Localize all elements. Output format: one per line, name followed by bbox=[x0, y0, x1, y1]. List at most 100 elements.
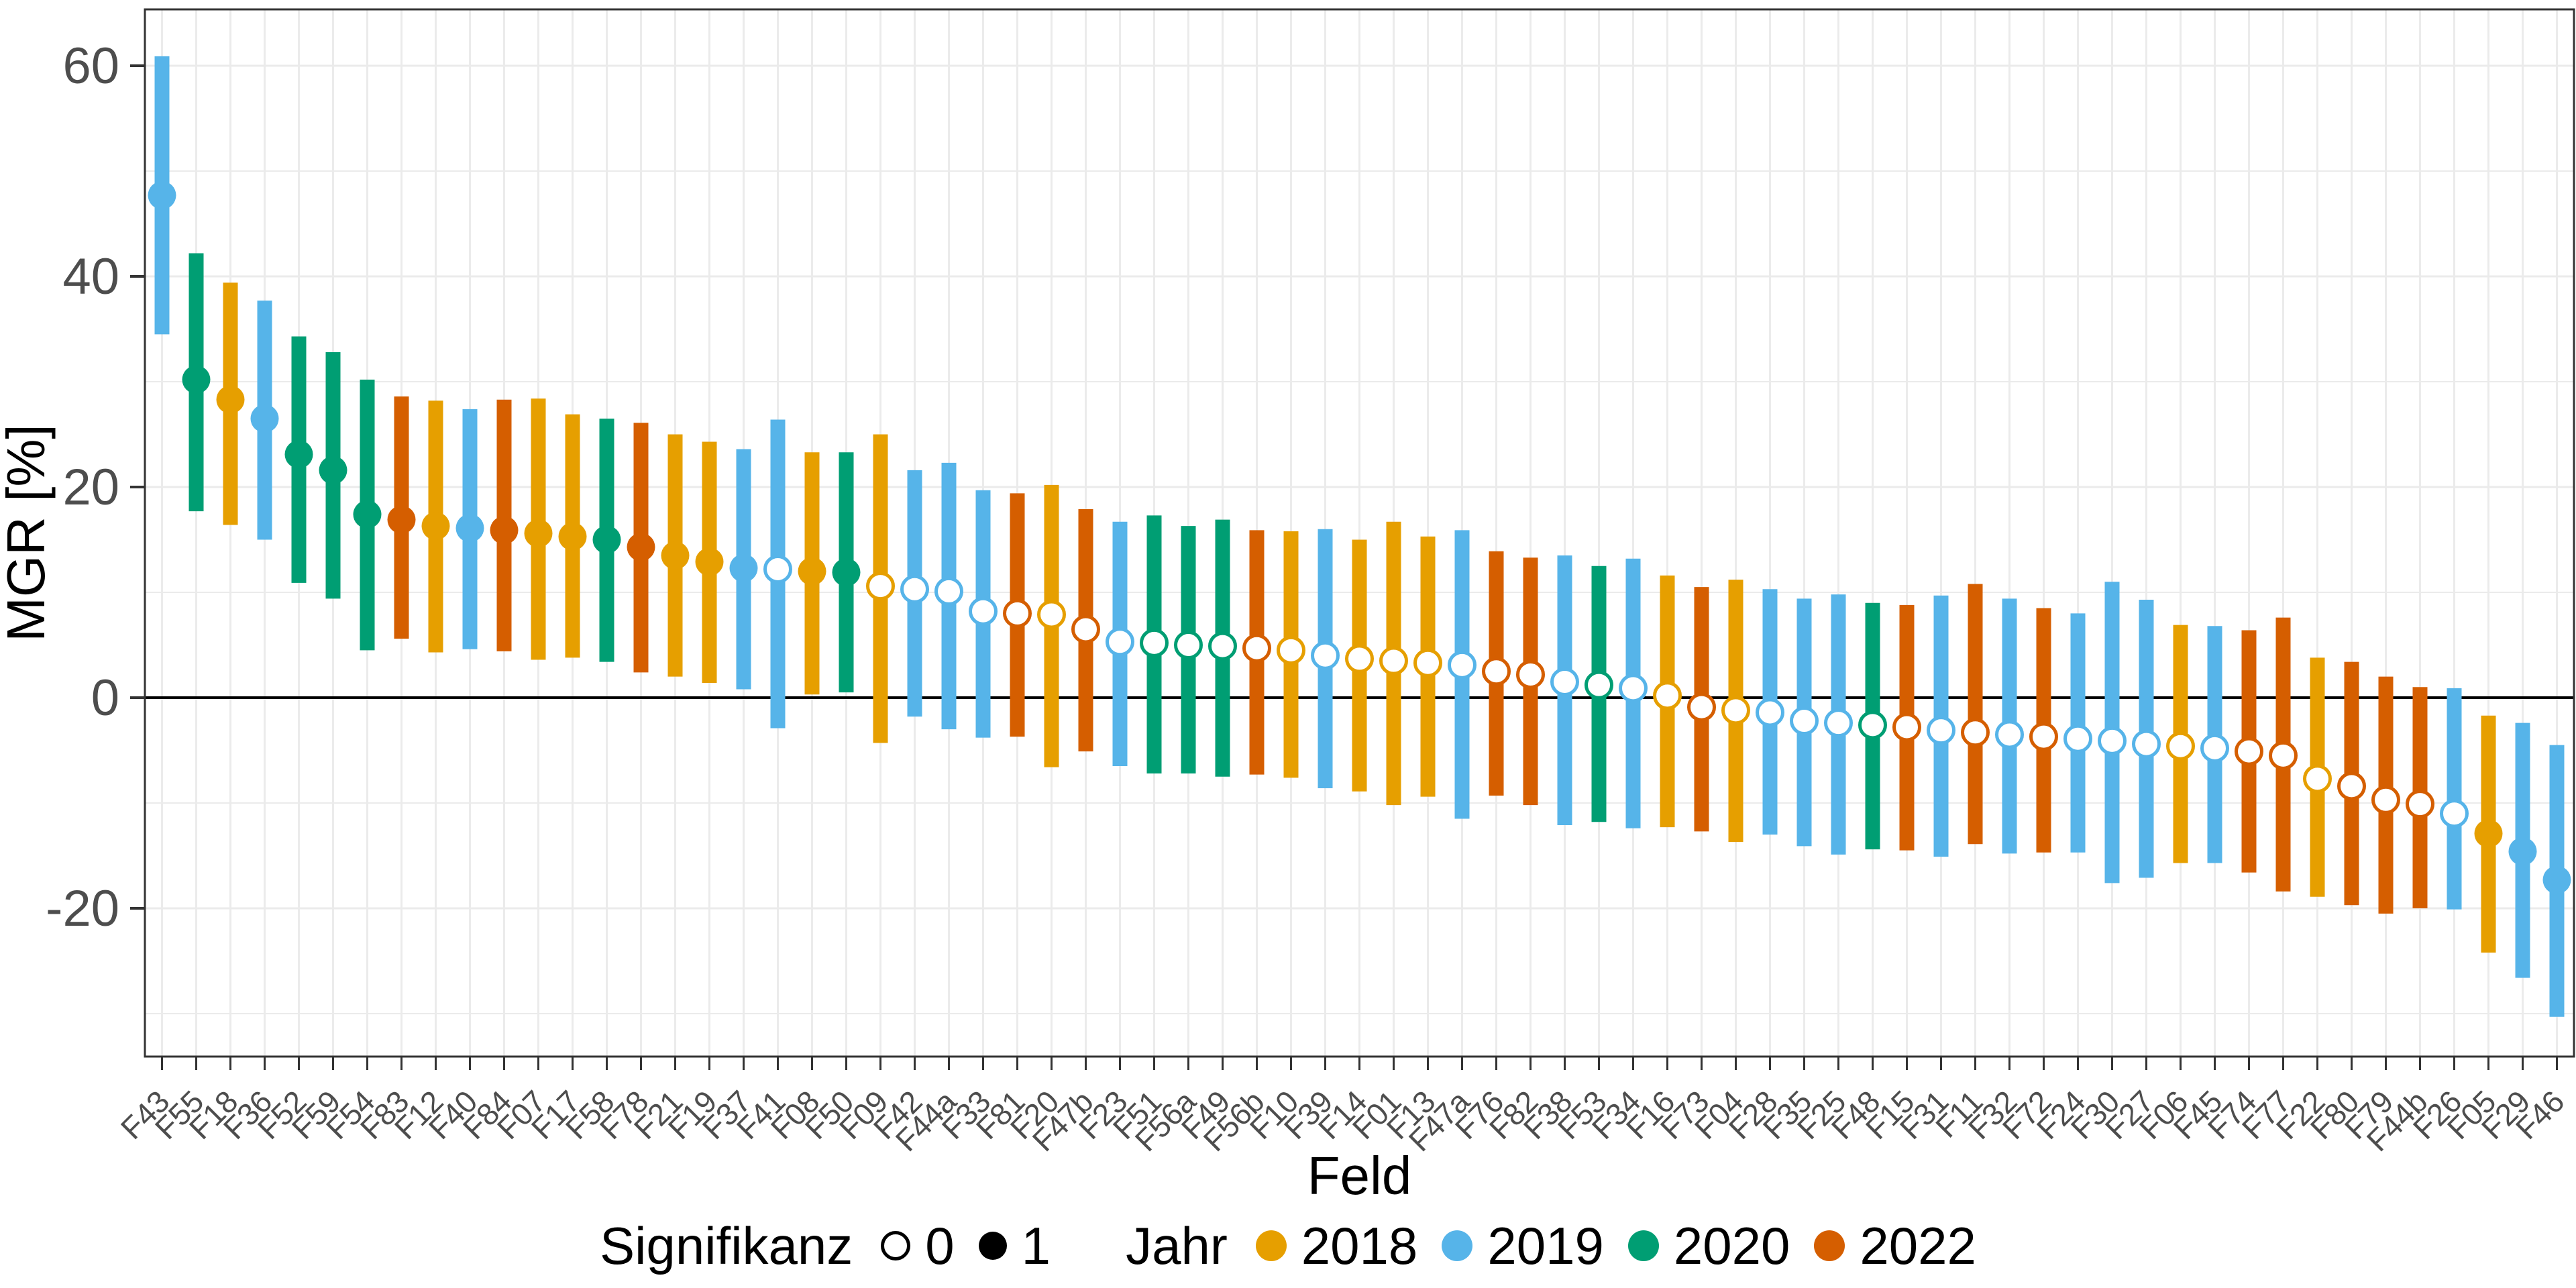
point-F77 bbox=[2269, 741, 2298, 770]
y-tick-label: 40 bbox=[62, 248, 119, 305]
point-F05 bbox=[2474, 819, 2503, 848]
point-F48 bbox=[1858, 710, 1887, 740]
legend-item-label: 2019 bbox=[1487, 1216, 1604, 1275]
point-F06 bbox=[2166, 731, 2195, 761]
point-F19 bbox=[695, 547, 724, 576]
point-F11 bbox=[1961, 718, 1990, 747]
point-F44b bbox=[2406, 790, 2434, 819]
point-F74 bbox=[2235, 737, 2263, 766]
point-F49 bbox=[1208, 631, 1237, 661]
point-F08 bbox=[798, 557, 826, 586]
point-F18 bbox=[216, 385, 245, 414]
point-F78 bbox=[627, 533, 655, 561]
point-F84 bbox=[490, 516, 519, 545]
point-F51 bbox=[1140, 628, 1169, 657]
y-tick-label: 20 bbox=[62, 459, 119, 516]
point-F53 bbox=[1585, 670, 1613, 700]
point-F27 bbox=[2132, 729, 2161, 759]
x-axis-title: Feld bbox=[1307, 1146, 1412, 1205]
point-F55 bbox=[182, 365, 211, 394]
legend-title: Jahr bbox=[1126, 1216, 1228, 1275]
point-F22 bbox=[2303, 764, 2332, 794]
point-F72 bbox=[2029, 722, 2058, 751]
point-F35 bbox=[1790, 706, 1819, 736]
year-dot-icon bbox=[1255, 1230, 1287, 1261]
y-tick-label: 60 bbox=[62, 38, 119, 95]
legend-item-1[interactable]: 1 bbox=[978, 1216, 1051, 1277]
point-F29 bbox=[2508, 837, 2537, 866]
point-F14 bbox=[1345, 644, 1374, 674]
point-F81 bbox=[1003, 598, 1032, 628]
point-F15 bbox=[1892, 712, 1921, 742]
point-F04 bbox=[1721, 696, 1750, 725]
point-F37 bbox=[729, 553, 758, 582]
legend-item-label: 2022 bbox=[1860, 1216, 1976, 1275]
point-F82 bbox=[1516, 659, 1545, 689]
point-F20 bbox=[1037, 600, 1066, 629]
point-F79 bbox=[2371, 785, 2400, 814]
point-F21 bbox=[661, 541, 690, 570]
open-circle-icon bbox=[881, 1231, 911, 1260]
point-F12 bbox=[421, 512, 450, 541]
point-F09 bbox=[866, 572, 895, 601]
legend-item-label: 1 bbox=[1021, 1216, 1051, 1275]
point-F17 bbox=[558, 522, 587, 551]
legend-item-2018[interactable]: 2018 bbox=[1255, 1216, 1418, 1277]
point-F47a bbox=[1448, 650, 1477, 680]
legend-item-2019[interactable]: 2019 bbox=[1442, 1216, 1604, 1277]
point-F54 bbox=[353, 500, 382, 529]
point-F47b bbox=[1071, 614, 1100, 644]
point-F80 bbox=[2337, 771, 2366, 801]
legend-item-0[interactable]: 0 bbox=[881, 1216, 955, 1277]
year-dot-icon bbox=[1442, 1230, 1473, 1261]
year-dot-icon bbox=[1627, 1230, 1659, 1261]
point-F01 bbox=[1379, 646, 1408, 676]
point-F16 bbox=[1653, 681, 1682, 710]
legend-group-jahr: Jahr 2018 2019 2020 2022 bbox=[1126, 1216, 1976, 1277]
filled-circle-icon bbox=[978, 1232, 1007, 1260]
point-F43 bbox=[148, 181, 176, 210]
legend-item-label: 2020 bbox=[1673, 1216, 1790, 1275]
point-F39 bbox=[1311, 641, 1340, 670]
point-F76 bbox=[1482, 657, 1511, 686]
point-F24 bbox=[2063, 724, 2092, 753]
y-axis-title: MGR [%] bbox=[0, 424, 56, 641]
point-F13 bbox=[1413, 648, 1442, 678]
point-F83 bbox=[387, 505, 416, 534]
point-F45 bbox=[2200, 733, 2229, 763]
point-F56a bbox=[1174, 631, 1203, 659]
legend-title: Signifikanz bbox=[600, 1216, 853, 1275]
point-F50 bbox=[832, 558, 861, 587]
point-F31 bbox=[1927, 716, 1955, 745]
point-F52 bbox=[284, 440, 313, 469]
y-tick-label: -20 bbox=[46, 880, 119, 937]
point-F40 bbox=[455, 514, 484, 543]
legend-group-signifikanz: Signifikanz 0 1 bbox=[600, 1216, 1051, 1277]
point-F59 bbox=[319, 455, 347, 484]
legend-item-2020[interactable]: 2020 bbox=[1627, 1216, 1790, 1277]
point-F23 bbox=[1106, 627, 1134, 657]
legend-item-label: 0 bbox=[925, 1216, 955, 1275]
point-F10 bbox=[1277, 635, 1305, 665]
point-F56b bbox=[1242, 633, 1271, 663]
point-F07 bbox=[524, 519, 553, 548]
point-F44a bbox=[934, 576, 963, 606]
point-F46 bbox=[2542, 865, 2571, 894]
point-F32 bbox=[1995, 720, 2024, 749]
point-F38 bbox=[1550, 667, 1579, 696]
point-F25 bbox=[1824, 708, 1853, 738]
point-F26 bbox=[2440, 799, 2469, 828]
point-F28 bbox=[1756, 698, 1784, 727]
point-F41 bbox=[763, 554, 792, 584]
legend-item-2022[interactable]: 2022 bbox=[1814, 1216, 1976, 1277]
point-F33 bbox=[969, 596, 998, 626]
point-F30 bbox=[2098, 726, 2127, 755]
legend: Signifikanz 0 1 Jahr 2018 2019 2020 2022 bbox=[0, 1202, 2576, 1288]
y-tick-label: 0 bbox=[91, 669, 119, 727]
point-F34 bbox=[1619, 674, 1648, 703]
legend-item-label: 2018 bbox=[1301, 1216, 1418, 1275]
point-F73 bbox=[1687, 692, 1716, 722]
year-dot-icon bbox=[1814, 1230, 1845, 1261]
